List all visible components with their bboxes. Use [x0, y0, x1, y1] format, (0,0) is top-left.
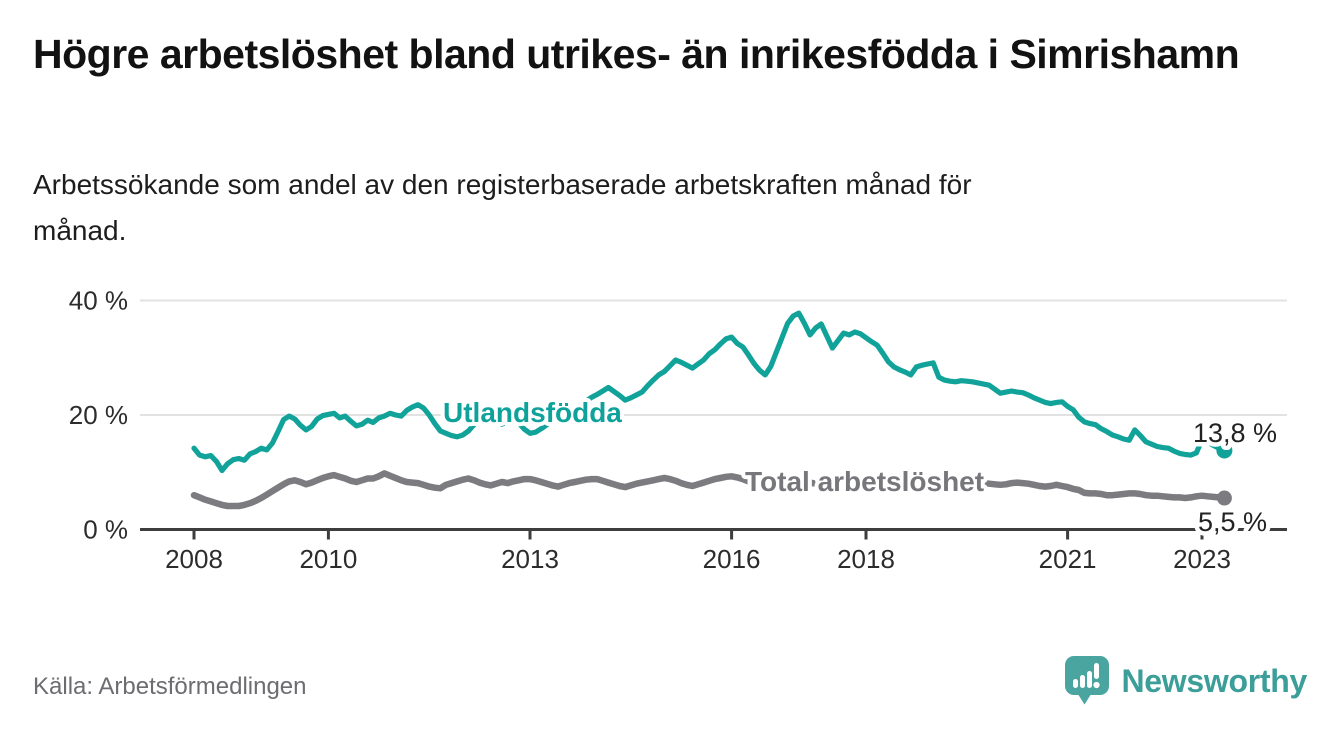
y-axis-label: 40 % — [69, 286, 128, 316]
series-end-dot — [1216, 490, 1232, 506]
x-axis-label: 2021 — [1039, 544, 1097, 574]
unemployment-line-chart: 0 % 20 % 40 % 2008 2010 2013 2016 2018 2021 2023 U… — [69, 286, 1287, 574]
x-axis-label: 2013 — [501, 544, 559, 574]
series-label-total: Total arbetslöshet — [745, 466, 984, 497]
end-value-label: 5,5 % — [1198, 507, 1267, 537]
series-line-total — [190, 470, 1228, 510]
newsworthy-bubble-icon — [1064, 656, 1109, 705]
source-note: Källa: Arbetsförmedlingen — [33, 673, 307, 700]
x-axis-label: 2018 — [837, 544, 895, 574]
series-line-utlandsfodda — [191, 310, 1227, 474]
x-axis-label: 2008 — [165, 544, 223, 574]
series-end-dot — [1216, 442, 1233, 459]
y-axis-label: 0 % — [83, 515, 128, 545]
x-axis-label: 2010 — [299, 544, 357, 574]
x-axis-label: 2016 — [703, 544, 761, 574]
page-title: Högre arbetslöshet bland utrikes- än inr… — [33, 31, 1240, 77]
series-label-utlandsfodda: Utlandsfödda — [443, 397, 622, 428]
chart-subtitle: Arbetssökande som andel av den registerb… — [33, 169, 972, 247]
end-value-label: 13,8 % — [1193, 418, 1277, 448]
newsworthy-logo[interactable]: Newsworthy — [1064, 655, 1308, 707]
y-axis-label: 20 % — [69, 400, 128, 430]
newsworthy-wordmark: Newsworthy — [1121, 662, 1308, 699]
x-axis-label: 2023 — [1173, 544, 1231, 574]
